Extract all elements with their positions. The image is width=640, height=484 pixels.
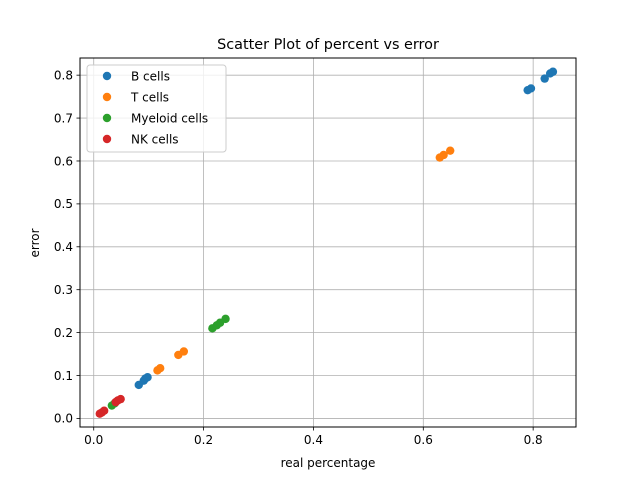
legend-marker-nk-cells — [102, 134, 112, 144]
nk-cells-point — [116, 394, 125, 404]
legend-label-nk-cells: NK cells — [131, 132, 179, 146]
y-tick-label: 0.4 — [54, 240, 73, 254]
y-axis-ticks: 0.0 0.1 0.2 0.3 0.4 0.5 0.6 0.7 0.8 — [54, 68, 80, 426]
x-tick-label: 0.0 — [84, 433, 103, 447]
x-axis-label: real percentage — [281, 456, 376, 470]
x-tick-label: 0.8 — [524, 433, 543, 447]
t-cells-point — [446, 146, 455, 155]
b-cells-point — [540, 74, 549, 83]
y-tick-label: 0.5 — [54, 197, 73, 211]
b-cells-point — [548, 67, 558, 76]
legend-entries: B cells T cells Myeloid cells NK cells — [102, 69, 208, 146]
nk-cells-point — [99, 406, 109, 415]
x-tick-label: 0.4 — [304, 433, 323, 447]
x-tick-label: 0.2 — [194, 433, 213, 447]
myeloid-cells-point — [221, 314, 230, 324]
y-axis-label: error — [28, 228, 42, 257]
y-tick-label: 0.2 — [54, 326, 73, 340]
y-tick-label: 0.3 — [54, 283, 73, 297]
legend-marker-myeloid-cells — [102, 113, 112, 123]
plot-frame — [79, 57, 577, 428]
b-cells-point — [143, 373, 152, 382]
legend-label-b-cells: B cells — [131, 69, 170, 83]
y-tick-label: 0.7 — [54, 111, 73, 125]
y-tick-label: 0.1 — [54, 369, 73, 383]
t-cells-point — [179, 347, 189, 356]
legend: B cells T cells Myeloid cells NK cells — [86, 64, 227, 153]
y-tick-label: 0.8 — [54, 68, 73, 82]
legend-label-myeloid-cells: Myeloid cells — [131, 111, 208, 125]
legend-label-t-cells: T cells — [130, 90, 169, 104]
y-tick-label: 0.0 — [54, 412, 73, 426]
t-cells-point — [155, 364, 165, 373]
chart-title: Scatter Plot of percent vs error — [217, 37, 439, 53]
y-tick-label: 0.6 — [54, 154, 73, 168]
legend-marker-b-cells — [102, 71, 112, 81]
x-tick-label: 0.6 — [414, 433, 433, 447]
t-cells-point — [439, 150, 448, 160]
legend-marker-t-cells — [102, 92, 112, 102]
data-points — [95, 67, 558, 418]
b-cells-point — [526, 84, 536, 93]
x-axis-ticks: 0.0 0.2 0.4 0.6 0.8 — [84, 427, 543, 447]
legend-box — [86, 64, 227, 153]
